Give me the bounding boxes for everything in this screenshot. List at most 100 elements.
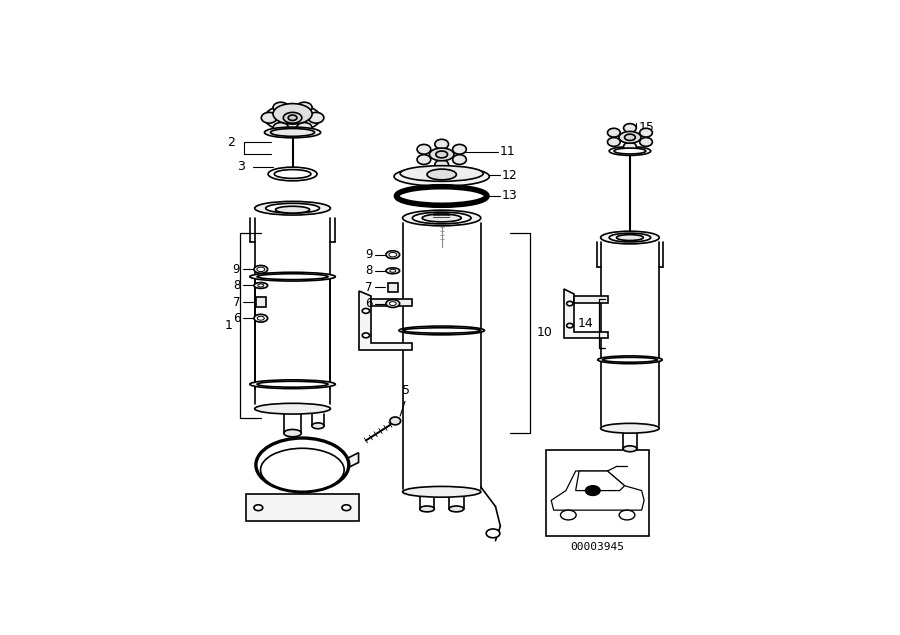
Ellipse shape	[614, 148, 646, 154]
Ellipse shape	[362, 333, 370, 338]
Ellipse shape	[257, 381, 328, 387]
Ellipse shape	[486, 529, 500, 538]
Ellipse shape	[619, 510, 634, 520]
Text: 7: 7	[233, 296, 240, 309]
Polygon shape	[551, 471, 644, 510]
Ellipse shape	[250, 380, 336, 389]
Ellipse shape	[623, 446, 637, 451]
Text: 8: 8	[364, 264, 373, 277]
Ellipse shape	[624, 142, 636, 151]
Ellipse shape	[402, 328, 481, 333]
Ellipse shape	[422, 214, 461, 222]
Ellipse shape	[417, 144, 431, 154]
Ellipse shape	[625, 134, 635, 140]
Ellipse shape	[255, 403, 330, 414]
Ellipse shape	[609, 147, 651, 156]
Ellipse shape	[394, 166, 490, 186]
Ellipse shape	[296, 102, 312, 113]
Ellipse shape	[427, 169, 456, 180]
Ellipse shape	[271, 128, 315, 137]
Ellipse shape	[399, 326, 484, 335]
Text: 00003945: 00003945	[571, 542, 625, 552]
Polygon shape	[564, 289, 608, 338]
Ellipse shape	[265, 104, 320, 131]
Ellipse shape	[389, 253, 397, 257]
Text: 3: 3	[238, 160, 245, 173]
Ellipse shape	[640, 138, 652, 146]
Ellipse shape	[561, 510, 576, 520]
Ellipse shape	[250, 272, 336, 281]
Ellipse shape	[402, 486, 481, 497]
Text: 10: 10	[537, 326, 553, 339]
Ellipse shape	[567, 323, 573, 328]
Text: 6: 6	[233, 312, 240, 324]
Text: 1: 1	[225, 319, 233, 332]
Ellipse shape	[453, 155, 466, 164]
Text: 15: 15	[638, 121, 654, 134]
Ellipse shape	[609, 233, 651, 242]
Ellipse shape	[273, 123, 289, 133]
Ellipse shape	[275, 206, 310, 213]
Text: 4: 4	[337, 467, 345, 479]
Ellipse shape	[412, 212, 471, 224]
Ellipse shape	[257, 316, 265, 320]
Text: 11: 11	[500, 145, 515, 159]
Polygon shape	[371, 298, 412, 306]
Ellipse shape	[257, 274, 328, 279]
Ellipse shape	[273, 102, 289, 113]
Ellipse shape	[616, 234, 643, 241]
Ellipse shape	[429, 148, 454, 161]
Ellipse shape	[436, 151, 447, 158]
Ellipse shape	[600, 424, 660, 433]
Ellipse shape	[273, 104, 312, 124]
Ellipse shape	[268, 167, 317, 181]
Ellipse shape	[274, 170, 310, 178]
Ellipse shape	[390, 302, 396, 305]
Ellipse shape	[402, 210, 481, 226]
Ellipse shape	[435, 160, 448, 170]
Text: 6: 6	[364, 297, 373, 310]
Bar	[256, 297, 266, 307]
Ellipse shape	[585, 486, 600, 495]
Ellipse shape	[254, 283, 267, 288]
Ellipse shape	[254, 265, 267, 273]
Ellipse shape	[640, 128, 652, 137]
Ellipse shape	[386, 251, 400, 258]
Ellipse shape	[608, 128, 620, 137]
Ellipse shape	[449, 506, 464, 512]
Text: 8: 8	[233, 279, 240, 292]
Ellipse shape	[255, 201, 330, 215]
Polygon shape	[358, 291, 412, 350]
Ellipse shape	[342, 505, 351, 511]
Ellipse shape	[417, 155, 431, 164]
Ellipse shape	[284, 429, 302, 437]
Bar	[546, 450, 649, 536]
Ellipse shape	[254, 314, 267, 322]
Ellipse shape	[362, 309, 370, 313]
Ellipse shape	[265, 127, 320, 138]
Ellipse shape	[266, 203, 320, 213]
Polygon shape	[576, 471, 625, 491]
Ellipse shape	[390, 269, 396, 272]
Ellipse shape	[397, 187, 487, 205]
Text: 5: 5	[402, 384, 410, 398]
Ellipse shape	[600, 231, 660, 244]
Ellipse shape	[296, 123, 312, 133]
Ellipse shape	[261, 112, 277, 123]
Ellipse shape	[308, 112, 324, 123]
Polygon shape	[246, 494, 358, 521]
Ellipse shape	[400, 166, 483, 182]
Ellipse shape	[386, 268, 400, 274]
Bar	[388, 283, 398, 292]
Ellipse shape	[256, 438, 349, 491]
Ellipse shape	[284, 112, 302, 123]
Ellipse shape	[453, 144, 466, 154]
Ellipse shape	[256, 267, 265, 272]
Text: 2: 2	[228, 136, 236, 149]
Text: 7: 7	[364, 281, 373, 294]
Text: 14: 14	[578, 317, 593, 330]
Ellipse shape	[386, 300, 400, 307]
Text: 13: 13	[502, 189, 518, 203]
Ellipse shape	[254, 505, 263, 511]
Ellipse shape	[390, 417, 400, 425]
